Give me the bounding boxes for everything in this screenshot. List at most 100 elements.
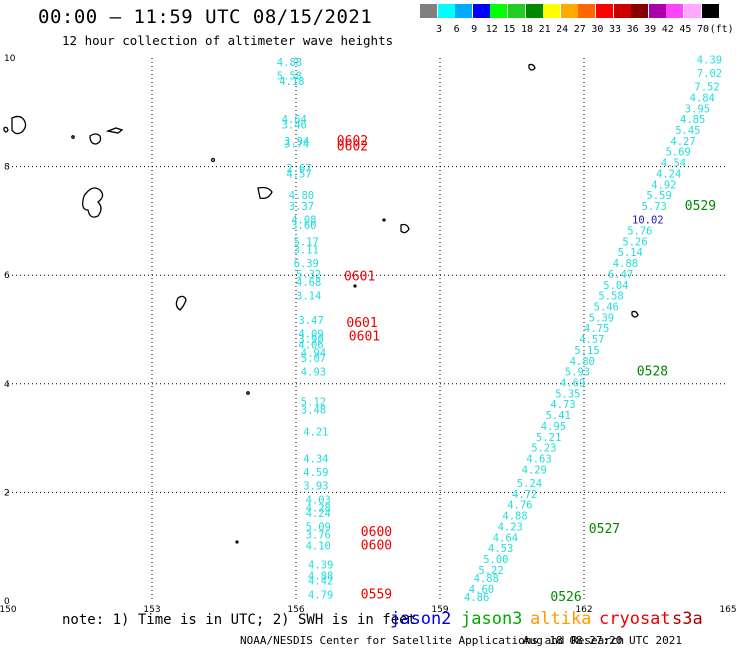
swh-label: 4.72 [512,489,537,501]
swh-label: 4.88 [308,570,333,582]
swh-label: 4.80 [289,190,314,202]
time-label: 0529 [685,199,716,214]
island-molokai [105,127,124,134]
color-scale-swatch [543,4,561,18]
swh-label: 5.59 [646,190,671,202]
time-label: 0559 [361,587,392,602]
swh-label: 4.80 [570,356,595,368]
color-scale-label: 3 [435,24,443,35]
swh-label: 5.32 [296,269,321,281]
island-maui [82,187,104,218]
island-kauai [11,115,27,135]
color-scale-swatch [420,4,437,18]
color-scale-label: 15 [503,24,516,35]
swh-label: 3.46 [282,120,307,132]
time-label: 0602 [337,139,368,154]
color-scale-label: 39 [644,24,657,35]
swh-label: 5.69 [666,147,691,159]
swh-label: 4.84 [690,92,715,104]
swh-label: 4.39 [308,559,333,571]
color-scale-swatch [437,4,455,18]
swh-label: 4.42 [308,576,333,588]
color-scale-label: 70 [696,24,710,35]
swh-label: 5.73 [642,201,667,213]
swh-label: 4.75 [584,323,609,335]
color-scale-swatch [666,4,684,18]
time-label: 0600 [361,538,392,553]
swh-label: 5.24 [517,478,542,490]
swh-label: 4.68 [296,277,321,289]
swh-label: 5.04 [603,280,628,292]
footer-note: note: 1) Time is in UTC; 2) SWH is in fe… [62,612,417,628]
swh-label: 4.85 [680,114,705,126]
color-scale-swatch [613,4,631,18]
color-scale-swatch [648,4,666,18]
y-tick-label: 0 [4,597,10,607]
swh-label: 2.67 [286,163,311,175]
color-scale-label: 30 [591,24,604,35]
swh-label: 5.41 [546,410,571,422]
swh-label: 3.95 [685,103,710,115]
swh-label: 5.21 [536,432,561,444]
swh-label: 4.88 [474,573,499,585]
color-scale-label: 36 [626,24,639,35]
swh-label: 4.88 [277,57,302,69]
y-tick-label: 10 [4,54,16,64]
time-label: 0526 [550,590,581,605]
swh-label: 5.07 [301,353,326,365]
x-tick-label: 153 [143,605,160,615]
swh-label: 5.12 [301,397,326,409]
island-niihau [3,126,9,133]
time-label: 0601 [349,329,380,344]
swh-label: 3.48 [301,405,326,417]
swh-label: 5.14 [618,247,643,259]
color-scale-label: 18 [520,24,534,35]
swh-label: 7.52 [694,82,719,94]
x-tick-label: 159 [431,605,448,615]
swh-label: 4.64 [493,532,518,544]
swh-label: 4.10 [306,540,331,552]
swh-label: 3.60 [291,220,316,232]
color-scale-swatch [560,4,578,18]
swh-label: 4.94 [301,348,326,360]
color-scale-label: 12 [485,24,498,35]
swh-label: 5.15 [574,345,599,357]
swh-label: 4.34 [303,454,328,466]
credit-line: NOAA/NESDIS Center for Satellite Applica… [240,634,625,647]
time-label: 0601 [346,316,377,331]
swh-label: 5.76 [627,225,652,237]
legend-entry-jason3: jason3 [461,609,523,629]
color-scale-swatch [631,4,649,18]
swh-label: 6.47 [608,269,633,281]
color-scale-label: 33 [608,24,622,35]
swh-label: 5.09 [306,521,331,533]
swh-label: 4.57 [579,334,604,346]
swh-label: 4.92 [651,179,676,191]
time-label: 0601 [344,270,375,285]
swh-label: 4.24 [306,508,331,520]
swh-label: 4.53 [488,543,513,555]
map-subtitle: 12 hour collection of altimeter wave hei… [62,33,394,48]
swh-label: 3.37 [289,201,314,213]
swh-label: 3.93 [303,481,328,493]
swh-label: 4.21 [303,426,328,438]
island-oahu [89,133,102,145]
swh-label: 5.22 [478,565,503,577]
swh-label: 4.63 [526,454,551,466]
swh-label: 3.47 [298,315,323,327]
color-scale-label: 9 [471,24,478,35]
time-label: 0600 [361,525,392,540]
legend-entry-altika: altika [530,609,592,629]
generation-timestamp: Aug 18 08:27:20 UTC 2021 [523,634,682,647]
grid-lines [8,58,728,601]
island-big [257,186,273,200]
x-tick-label: 162 [575,605,592,615]
swh-label: 4.08 [291,215,316,227]
swh-label: 5.58 [277,71,302,83]
color-scale-label: 6 [453,24,460,35]
color-scale-swatch [684,4,701,18]
swh-label: 4.57 [286,168,311,180]
swh-label: 4.18 [279,76,304,88]
x-tick-label: 156 [287,605,304,615]
